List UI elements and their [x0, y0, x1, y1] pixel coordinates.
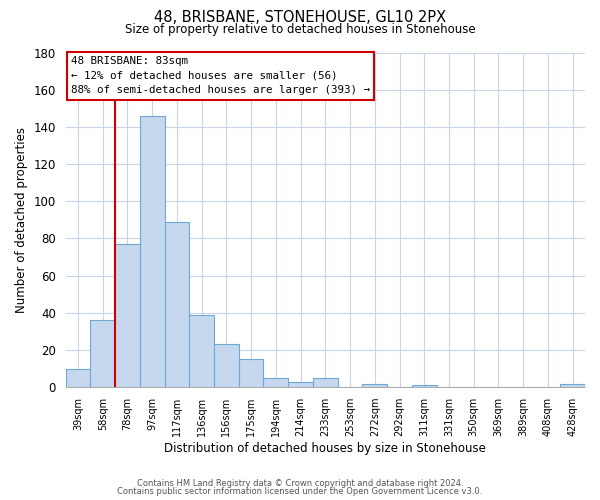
Bar: [560, 384, 585, 387]
X-axis label: Distribution of detached houses by size in Stonehouse: Distribution of detached houses by size …: [164, 442, 486, 455]
Bar: [214, 344, 239, 387]
Bar: [362, 384, 387, 387]
Bar: [412, 386, 437, 387]
Text: Contains HM Land Registry data © Crown copyright and database right 2024.: Contains HM Land Registry data © Crown c…: [137, 478, 463, 488]
Bar: [65, 368, 91, 387]
Bar: [239, 360, 263, 387]
Bar: [164, 222, 190, 387]
Text: 48 BRISBANE: 83sqm
← 12% of detached houses are smaller (56)
88% of semi-detache: 48 BRISBANE: 83sqm ← 12% of detached hou…: [71, 56, 370, 96]
Text: Contains public sector information licensed under the Open Government Licence v3: Contains public sector information licen…: [118, 487, 482, 496]
Bar: [115, 244, 140, 387]
Text: Size of property relative to detached houses in Stonehouse: Size of property relative to detached ho…: [125, 22, 475, 36]
Bar: [140, 116, 164, 387]
Bar: [190, 314, 214, 387]
Text: 48, BRISBANE, STONEHOUSE, GL10 2PX: 48, BRISBANE, STONEHOUSE, GL10 2PX: [154, 10, 446, 25]
Y-axis label: Number of detached properties: Number of detached properties: [15, 127, 28, 313]
Bar: [313, 378, 338, 387]
Bar: [288, 382, 313, 387]
Bar: [263, 378, 288, 387]
Bar: [91, 320, 115, 387]
